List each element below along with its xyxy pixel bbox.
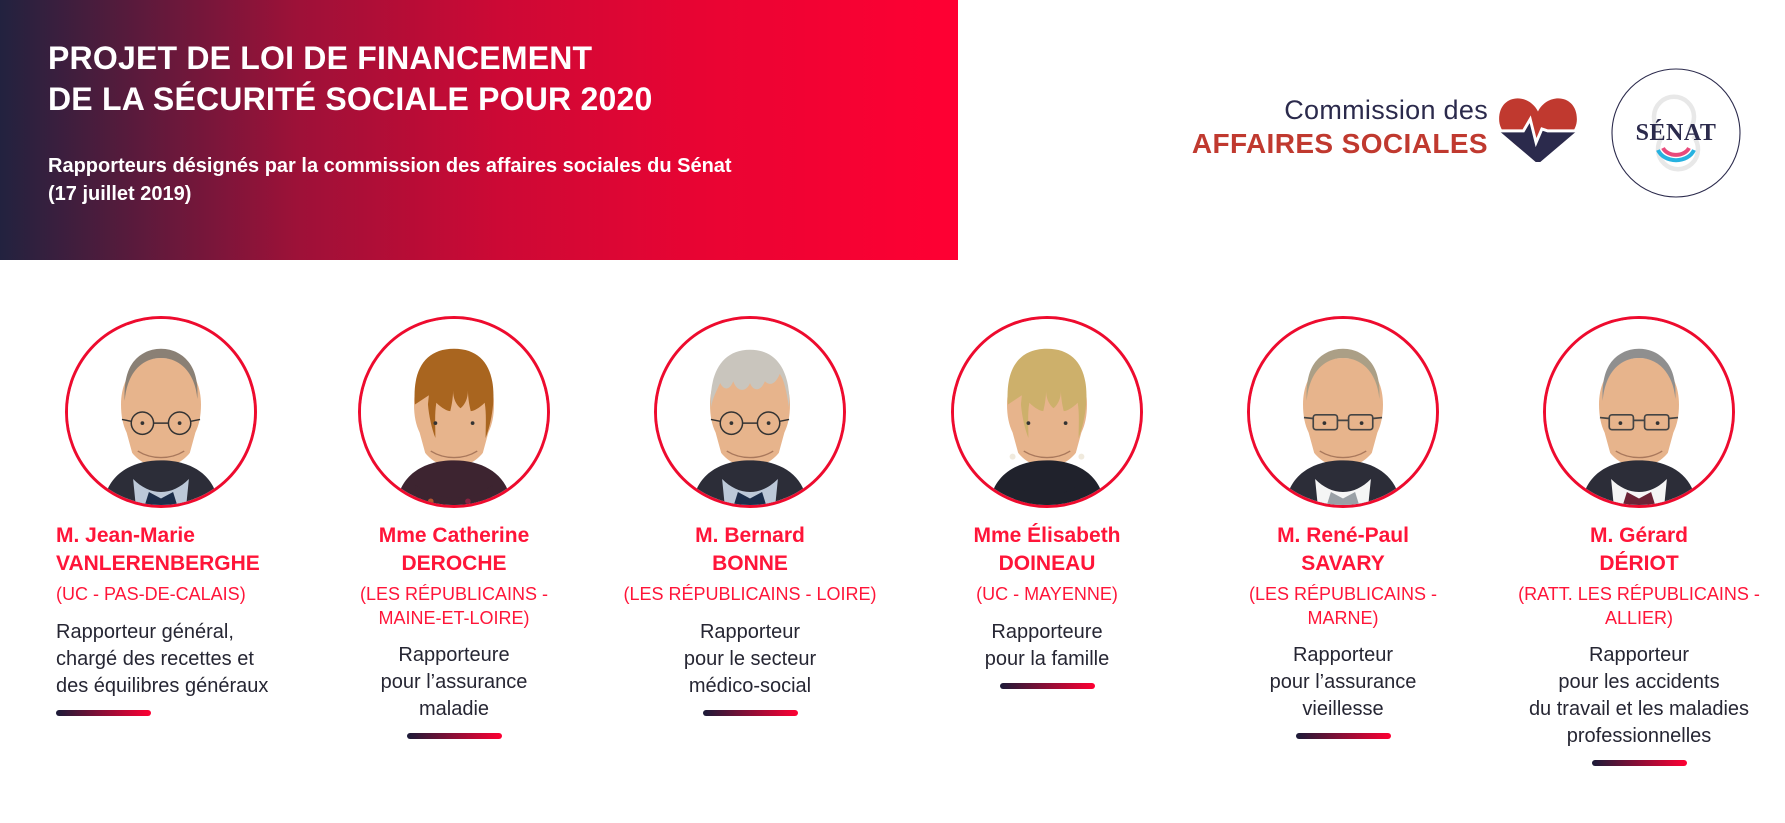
- svg-text:SÉNAT: SÉNAT: [1636, 120, 1717, 146]
